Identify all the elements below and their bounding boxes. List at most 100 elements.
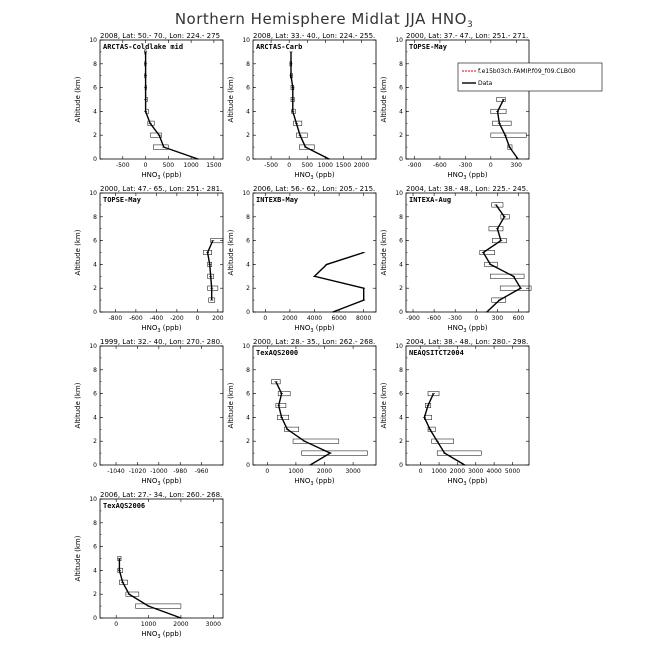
spread-box bbox=[492, 238, 507, 244]
y-tick-label: 4 bbox=[399, 414, 403, 421]
spread-box bbox=[492, 120, 512, 126]
campaign-title: TexAQS2006 bbox=[103, 502, 145, 510]
spread-box bbox=[277, 391, 291, 397]
x-axis-label-sub: 3 bbox=[157, 634, 160, 640]
x-tick-label: 0 bbox=[265, 468, 269, 475]
x-tick-label: 3000 bbox=[206, 621, 221, 628]
panels: 2008, Lat: 50.- 70., Lon: 224.- 275 ARCTA… bbox=[74, 32, 603, 640]
x-tick-label: 0 bbox=[114, 621, 118, 628]
x-tick-label: 1000 bbox=[183, 162, 198, 169]
x-tick-label: -900 bbox=[406, 315, 420, 322]
x-tick-label: -1020 bbox=[129, 468, 147, 475]
y-tick-label: 4 bbox=[246, 414, 250, 421]
x-tick-label: 600 bbox=[513, 315, 525, 322]
legend-label: f.e15b03ch.FAMIP.f09_f09.CLB00 bbox=[478, 68, 576, 75]
spread-box bbox=[500, 214, 510, 220]
x-axis-label: HNO3 (ppb) bbox=[141, 171, 181, 181]
spread-box bbox=[491, 297, 507, 303]
x-tick-label: 2000 bbox=[450, 468, 465, 475]
x-axis-label-unit: (ppb) bbox=[467, 324, 488, 332]
y-tick-label: 10 bbox=[89, 343, 97, 350]
x-tick-label: 1000 bbox=[288, 468, 303, 475]
panel-header: 2006, Lat: 27.- 34., Lon: 260.- 268. bbox=[100, 491, 222, 499]
spread-box bbox=[490, 132, 527, 138]
x-axis-label-main: HNO bbox=[447, 477, 464, 485]
x-axis-label-main: HNO bbox=[447, 324, 464, 332]
y-tick-label: 4 bbox=[246, 108, 250, 115]
spread-box bbox=[153, 144, 169, 150]
x-tick-label: 1000 bbox=[141, 621, 156, 628]
y-tick-label: 4 bbox=[93, 414, 97, 421]
x-axis-label-unit: (ppb) bbox=[314, 477, 335, 485]
x-axis-label-unit: (ppb) bbox=[161, 630, 182, 638]
x-axis-label: HNO3 (ppb) bbox=[294, 477, 334, 487]
y-axis-label: Altitude (km) bbox=[227, 76, 235, 122]
legend-box bbox=[457, 62, 603, 92]
x-tick-label: -960 bbox=[195, 468, 209, 475]
y-axis-label: Altitude (km) bbox=[380, 76, 388, 122]
y-tick-label: 6 bbox=[246, 238, 250, 245]
data-profile-line bbox=[118, 558, 182, 619]
x-tick-label: 0 bbox=[195, 315, 199, 322]
y-tick-label: 0 bbox=[399, 309, 403, 316]
y-tick-label: 2 bbox=[399, 285, 403, 292]
x-tick-label: -200 bbox=[170, 315, 184, 322]
panel-header: 2000, Lat: 28.- 35., Lon: 262.- 268. bbox=[253, 338, 375, 346]
x-tick-label: -500 bbox=[264, 162, 278, 169]
y-tick-label: 6 bbox=[93, 238, 97, 245]
x-tick-label: -980 bbox=[173, 468, 187, 475]
spread-box bbox=[488, 226, 504, 232]
y-tick-label: 6 bbox=[399, 238, 403, 245]
x-axis-label-sub: 3 bbox=[310, 175, 313, 181]
x-axis-label-unit: (ppb) bbox=[161, 324, 182, 332]
figure-title: Northern Hemisphere Midlat JJA HNO3 bbox=[175, 10, 473, 30]
y-tick-label: 10 bbox=[89, 496, 97, 503]
y-axis-label: Altitude (km) bbox=[380, 229, 388, 275]
y-tick-label: 4 bbox=[246, 261, 250, 268]
x-axis-label-unit: (ppb) bbox=[314, 171, 335, 179]
y-axis-label: Altitude (km) bbox=[74, 535, 82, 581]
y-tick-label: 0 bbox=[93, 615, 97, 622]
x-axis-label-unit: (ppb) bbox=[467, 171, 488, 179]
x-axis-label-sub: 3 bbox=[463, 481, 466, 487]
panel-frame bbox=[405, 345, 530, 466]
y-axis-label: Altitude (km) bbox=[227, 229, 235, 275]
spread-box bbox=[496, 97, 506, 102]
spread-box bbox=[292, 438, 340, 444]
panel-4: 2000, Lat: 47.- 65., Lon: 251.- 281. TOPS… bbox=[74, 185, 224, 334]
x-axis-label: HNO3 (ppb) bbox=[141, 324, 181, 334]
x-axis-label-unit: (ppb) bbox=[314, 324, 335, 332]
x-axis-label-sub: 3 bbox=[463, 328, 466, 334]
y-tick-label: 6 bbox=[246, 85, 250, 92]
panel-9: 2004, Lat: 38.- 48., Lon: 280.- 298. NEAQ… bbox=[380, 338, 530, 487]
y-tick-label: 8 bbox=[93, 214, 97, 221]
x-tick-label: -300 bbox=[448, 315, 462, 322]
panel-frame bbox=[99, 345, 224, 466]
campaign-title: TOPSE-May bbox=[409, 43, 448, 51]
x-tick-label: 2000 bbox=[173, 621, 188, 628]
y-tick-label: 8 bbox=[399, 367, 403, 374]
panel-frame bbox=[252, 192, 377, 313]
panel-frame bbox=[99, 192, 224, 313]
x-axis-label-sub: 3 bbox=[310, 481, 313, 487]
x-tick-label: 3000 bbox=[345, 468, 360, 475]
legend: f.e15b03ch.FAMIP.f09_f09.CLB00 Data bbox=[457, 62, 603, 92]
y-tick-label: 2 bbox=[399, 132, 403, 139]
campaign-title: TexAQS2000 bbox=[256, 349, 298, 357]
x-tick-label: -900 bbox=[408, 162, 422, 169]
y-tick-label: 2 bbox=[93, 285, 97, 292]
panel-frame bbox=[252, 39, 377, 160]
x-tick-label: 5000 bbox=[505, 468, 520, 475]
x-tick-label: 0 bbox=[144, 162, 148, 169]
spread-box bbox=[301, 450, 368, 456]
x-tick-label: -400 bbox=[150, 315, 164, 322]
y-tick-label: 4 bbox=[93, 108, 97, 115]
data-profile-line bbox=[144, 51, 199, 160]
x-tick-label: 4000 bbox=[486, 468, 501, 475]
x-axis-label-main: HNO bbox=[141, 171, 158, 179]
x-tick-label: 500 bbox=[163, 162, 175, 169]
spread-box bbox=[431, 438, 454, 444]
y-tick-label: 2 bbox=[93, 132, 97, 139]
x-axis-label-sub: 3 bbox=[157, 175, 160, 181]
y-tick-label: 2 bbox=[399, 438, 403, 445]
